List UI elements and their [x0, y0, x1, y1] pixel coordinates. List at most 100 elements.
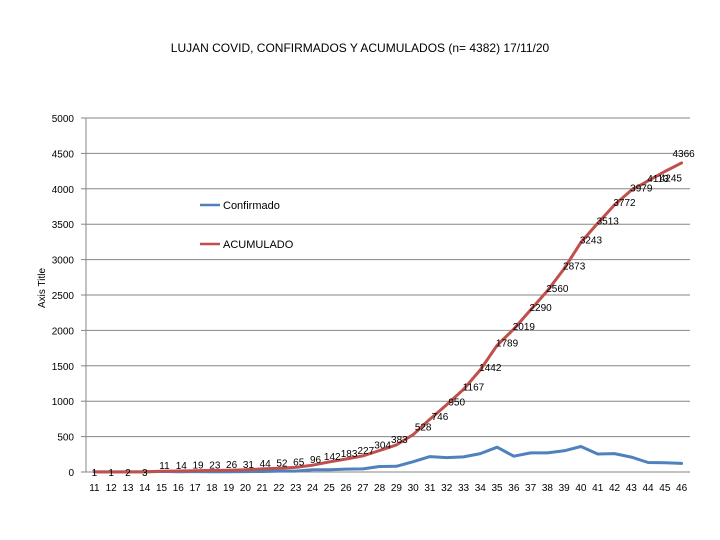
x-tick-label: 18 — [206, 483, 218, 494]
data-point-acumulado — [160, 470, 163, 472]
x-tick-label: 45 — [659, 483, 671, 494]
data-label-acumulado: 746 — [432, 412, 449, 423]
data-label-acumulado: 65 — [293, 457, 305, 468]
y-axis-ticks: 0 500 1000 1500 2000 2500 3000 3500 4000 4500 5000 — [52, 114, 75, 479]
legend-label-confirmado: Confirmado — [223, 200, 280, 212]
data-point-confirmado — [429, 455, 431, 458]
data-point-confirmado — [261, 470, 263, 473]
data-point-acumulado — [395, 444, 397, 446]
data-label-acumulado: 4245 — [660, 173, 683, 184]
y-tick-label: 5000 — [52, 114, 75, 125]
gridlines — [81, 117, 690, 473]
data-label-acumulado: 183 — [341, 449, 358, 460]
x-tick-label: 36 — [508, 483, 520, 494]
data-point-acumulado — [228, 469, 230, 471]
data-label-acumulado: 96 — [310, 455, 322, 466]
x-tick-label: 22 — [273, 483, 285, 494]
data-label-acumulado: 2019 — [513, 322, 536, 333]
series-line-acumulado — [92, 161, 684, 474]
data-point-acumulado — [630, 189, 632, 191]
x-tick-label: 26 — [340, 483, 352, 494]
x-tick-label: 13 — [122, 483, 134, 494]
data-point-confirmado — [664, 462, 666, 464]
x-tick-label: 34 — [475, 483, 487, 494]
y-tick-label: 500 — [57, 433, 74, 444]
data-point-confirmado — [328, 469, 330, 471]
data-label-acumulado: 3243 — [580, 235, 603, 246]
data-point-confirmado — [412, 461, 414, 463]
x-tick-label: 39 — [559, 483, 571, 494]
data-point-confirmado — [345, 468, 347, 470]
x-tick-label: 30 — [408, 483, 420, 494]
x-tick-label: 28 — [374, 483, 386, 494]
x-tick-label: 19 — [223, 483, 235, 494]
series-layer — [92, 161, 684, 474]
x-tick-label: 12 — [106, 483, 118, 494]
x-tick-label: 24 — [307, 483, 319, 494]
data-label-acumulado: 2873 — [563, 262, 586, 273]
data-label-acumulado: 383 — [391, 435, 408, 446]
x-axis-ticks: 11 12 13 14 15 16 17 18 19 20 21 22 23 24 25 26 27 28 29 30… — [89, 483, 687, 494]
data-point-acumulado — [446, 404, 448, 406]
data-labels: 1 1 2 311 14 19 23 26 31 44 52 65 96 142 183 227 3043835… — [92, 149, 696, 479]
data-point-acumulado — [110, 471, 112, 473]
data-label-acumulado: 2 — [125, 468, 131, 479]
x-tick-label: 44 — [642, 483, 654, 494]
data-point-confirmado — [244, 471, 246, 473]
x-tick-label: 17 — [189, 483, 201, 494]
data-point-confirmado — [379, 465, 381, 468]
data-point-acumulado — [462, 388, 465, 390]
data-point-confirmado — [563, 450, 565, 452]
x-tick-label: 32 — [441, 483, 453, 494]
data-point-confirmado — [630, 456, 632, 458]
data-label-acumulado: 3 — [142, 468, 148, 479]
data-label-acumulado: 304 — [374, 440, 391, 451]
data-point-acumulado — [328, 461, 330, 463]
data-label-acumulado: 3979 — [630, 183, 653, 194]
x-tick-label: 20 — [240, 483, 252, 494]
x-tick-label: 16 — [173, 483, 185, 494]
data-point-acumulado — [613, 204, 616, 206]
data-label-acumulado: 23 — [209, 460, 221, 471]
data-point-acumulado — [530, 309, 532, 311]
data-point-confirmado — [597, 453, 599, 455]
x-tick-label: 46 — [676, 483, 688, 494]
data-point-confirmado — [580, 445, 582, 448]
data-label-acumulado: 950 — [448, 398, 465, 409]
data-point-acumulado — [563, 267, 565, 270]
data-point-acumulado — [647, 180, 649, 182]
data-point-acumulado — [429, 418, 431, 420]
y-tick-label: 4500 — [52, 149, 75, 160]
data-label-acumulado: 19 — [192, 461, 204, 472]
y-tick-label: 4000 — [52, 185, 75, 196]
data-point-acumulado — [379, 449, 381, 452]
data-point-confirmado — [446, 456, 448, 459]
data-label-acumulado: 1 — [108, 468, 114, 479]
y-tick-label: 1000 — [52, 397, 75, 408]
data-point-acumulado — [479, 369, 481, 371]
x-tick-label: 37 — [525, 483, 537, 494]
data-point-confirmado — [647, 461, 649, 464]
x-tick-label: 15 — [156, 483, 168, 494]
y-tick-label: 0 — [68, 468, 74, 479]
y-tick-label: 2000 — [52, 326, 75, 337]
data-point-acumulado — [412, 434, 414, 436]
x-tick-label: 31 — [424, 483, 436, 494]
x-tick-label: 11 — [89, 483, 100, 494]
data-point-confirmado — [513, 455, 515, 457]
data-label-acumulado: 31 — [243, 460, 255, 471]
x-tick-label: 33 — [458, 483, 470, 494]
data-label-acumulado: 1442 — [479, 363, 502, 374]
data-point-confirmado — [530, 452, 532, 454]
x-tick-label: 38 — [542, 483, 554, 494]
data-point-confirmado — [613, 452, 616, 455]
data-label-acumulado: 3513 — [597, 216, 620, 227]
data-point-acumulado — [664, 170, 666, 173]
data-label-acumulado: 44 — [260, 459, 272, 470]
data-point-acumulado — [513, 328, 515, 330]
data-point-acumulado — [177, 470, 179, 472]
data-label-acumulado: 3772 — [613, 198, 636, 209]
x-tick-label: 35 — [491, 483, 503, 494]
data-point-acumulado — [295, 466, 297, 468]
